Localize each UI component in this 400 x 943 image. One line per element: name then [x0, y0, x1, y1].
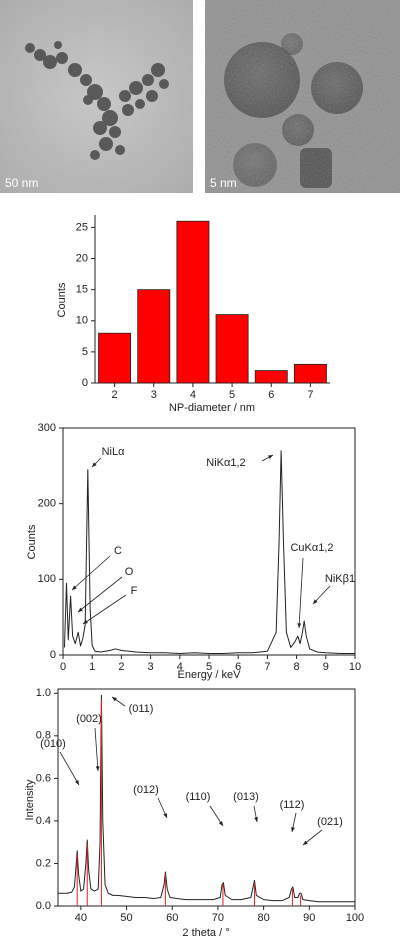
annotation: (021)	[317, 816, 343, 828]
annotation: (010)	[40, 738, 66, 750]
x-tick-label: 6	[235, 661, 241, 673]
annotation-arrow	[298, 557, 304, 629]
arrow-head	[218, 821, 223, 826]
tem-image-overview	[0, 0, 193, 193]
x-tick-label: 9	[323, 661, 329, 673]
tem-image-detail	[205, 0, 400, 193]
bar	[215, 314, 249, 384]
y-tick-label: 0.0	[36, 900, 51, 912]
y-tick-label: 0.4	[36, 815, 51, 827]
y-tick-label: 200	[38, 498, 56, 510]
arrow-head	[303, 840, 308, 845]
annotation: (011)	[129, 703, 154, 715]
y-tick-label: 300	[38, 422, 56, 434]
arrow-head	[297, 623, 302, 628]
x-tick-label: 7	[307, 389, 313, 401]
annotation-arrow	[71, 555, 111, 591]
x-tick-label: 5	[206, 661, 212, 673]
bar	[137, 289, 171, 384]
x-tick-label: 2	[112, 389, 118, 401]
annotation: NiLα	[102, 446, 126, 458]
y-tick-label: 25	[76, 221, 88, 233]
arrow-head	[268, 455, 273, 459]
x-tick-label: 1	[89, 661, 95, 673]
annotation: CuKα1,2	[290, 542, 333, 554]
x-tick-label: 100	[346, 912, 364, 924]
x-tick-label: 2	[118, 661, 124, 673]
arrow-head	[83, 619, 88, 624]
x-tick-label: 50	[120, 912, 132, 924]
x-tick-label: 5	[229, 389, 235, 401]
annotation: (013)	[233, 791, 259, 803]
annotation: (012)	[133, 784, 159, 796]
y-axis-label: Intensity	[24, 779, 36, 820]
x-tick-label: 6	[268, 389, 274, 401]
bar	[176, 220, 210, 384]
arrow-head	[95, 766, 100, 771]
y-tick-label: 15	[76, 284, 88, 296]
arrow-head	[254, 817, 259, 822]
arrow-head	[112, 697, 117, 702]
y-axis-label: Counts	[26, 524, 38, 559]
chart: 0.0 0.2 0.4 0.6 0.8 1.0 40 50 60 70 80 90 100 2 theta…	[24, 687, 364, 939]
arrow-head	[291, 827, 295, 832]
bar	[293, 363, 327, 384]
scale-label: 5 nm	[210, 176, 237, 190]
y-tick-label: 100	[38, 573, 56, 585]
x-tick-label: 60	[166, 912, 178, 924]
chart: 0 100 200 300 0 1 2 3 4 5 6 7 8 9 10 Energy / keV Counts…	[26, 422, 361, 681]
chart: 0 5 10 15 20 25 NP-diameter / nm Counts 2 3 4 5 6 7	[56, 215, 330, 414]
y-tick-label: 0.8	[36, 730, 51, 742]
annotation-arrow	[59, 751, 80, 786]
annotation: (112)	[280, 799, 305, 811]
x-tick-label: 0	[60, 661, 66, 673]
x-tick-label: 10	[349, 661, 361, 673]
x-tick-label: 70	[212, 912, 224, 924]
y-tick-label: 5	[82, 346, 88, 358]
y-tick-label: 1.0	[36, 687, 51, 699]
annotation: NiKα1,2	[206, 457, 245, 469]
x-tick-label: 4	[177, 661, 183, 673]
scale-label: 50 nm	[5, 176, 38, 190]
arrow-head	[72, 585, 77, 590]
y-tick-label: 0	[50, 649, 56, 661]
annotation: (110)	[186, 791, 211, 803]
arrow-head	[163, 813, 167, 818]
x-tick-label: 90	[303, 912, 315, 924]
annotation: C	[114, 545, 122, 557]
y-axis-label: Counts	[56, 282, 68, 317]
arrow-head	[92, 462, 97, 467]
plot-frame	[57, 688, 356, 907]
bar	[254, 370, 288, 384]
annotation: O	[125, 566, 134, 578]
x-tick-label: 3	[151, 389, 157, 401]
x-axis-label: Energy / keV	[178, 669, 242, 681]
x-tick-label: 4	[190, 389, 196, 401]
x-tick-label: 7	[264, 661, 270, 673]
y-tick-label: 0	[82, 377, 88, 389]
data-line	[58, 694, 355, 903]
arrow-head	[75, 780, 79, 785]
arrow-head	[78, 607, 83, 612]
x-tick-label: 80	[257, 912, 269, 924]
y-tick-label: 0.6	[36, 772, 51, 784]
x-axis-label: 2 theta / °	[182, 927, 229, 939]
x-tick-label: 8	[294, 661, 300, 673]
annotation-arrow	[77, 576, 123, 613]
x-tick-label: 3	[148, 661, 154, 673]
data-line	[63, 450, 355, 654]
annotation-arrow	[94, 727, 99, 772]
y-tick-label: 20	[76, 252, 88, 264]
annotation: (002)	[76, 713, 102, 725]
annotation: F	[131, 585, 138, 597]
y-tick-label: 10	[76, 315, 88, 327]
x-axis-label: NP-diameter / nm	[169, 402, 255, 414]
x-tick-label: 40	[75, 912, 87, 924]
arrow-head	[313, 599, 318, 604]
annotation-arrow	[82, 594, 127, 625]
y-tick-label: 0.2	[36, 857, 51, 869]
bar	[98, 332, 132, 384]
annotation: NiKβ1	[325, 573, 355, 585]
